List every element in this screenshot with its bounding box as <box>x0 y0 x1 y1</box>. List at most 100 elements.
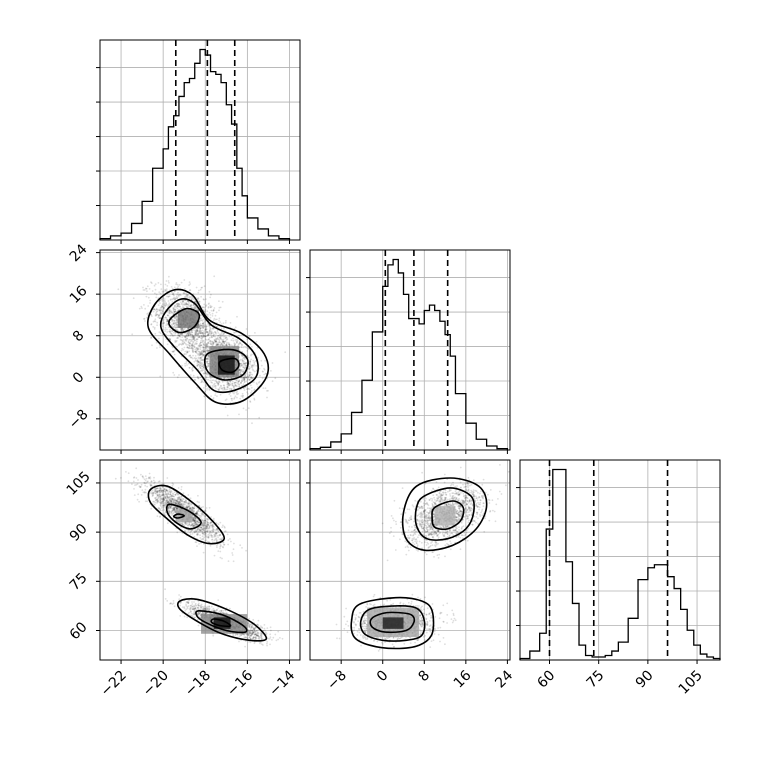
sample-point <box>157 500 160 502</box>
sample-point <box>194 517 197 520</box>
sample-point <box>162 290 165 293</box>
sample-point <box>213 534 216 537</box>
sample-point <box>200 337 203 340</box>
sample-point <box>198 336 201 338</box>
sample-point <box>156 321 159 324</box>
sample-point <box>176 302 179 305</box>
sample-point <box>171 484 174 487</box>
sample-point <box>170 310 172 313</box>
sample-point <box>248 379 251 381</box>
sample-point <box>243 389 246 391</box>
sample-point <box>259 374 261 377</box>
sample-point <box>188 344 191 347</box>
sample-point <box>210 536 213 538</box>
sample-point <box>186 328 189 331</box>
sample-point <box>200 356 203 359</box>
sample-point <box>200 526 203 529</box>
sample-point <box>176 305 179 307</box>
sample-point <box>211 525 214 528</box>
sample-point <box>211 384 214 387</box>
sample-point <box>184 303 187 306</box>
sample-point <box>245 364 247 367</box>
sample-point <box>174 502 177 505</box>
sample-point <box>157 315 160 317</box>
sample-point <box>184 522 187 524</box>
sample-point <box>241 384 244 387</box>
sample-point <box>199 529 202 532</box>
sample-point <box>179 333 182 336</box>
sample-point <box>196 349 198 352</box>
sample-point <box>197 332 200 335</box>
sample-point <box>160 503 163 505</box>
sample-point <box>163 307 165 309</box>
sample-point <box>164 304 167 307</box>
sample-point <box>208 328 211 331</box>
sample-point <box>198 329 201 332</box>
sample-point <box>176 500 179 503</box>
sample-point <box>197 612 200 615</box>
sample-point <box>234 344 236 347</box>
sample-point <box>218 309 220 312</box>
sample-point <box>186 334 188 336</box>
sample-point <box>203 350 206 353</box>
sample-point <box>175 297 178 300</box>
sample-point <box>190 303 192 306</box>
sample-point <box>176 307 179 310</box>
sample-point <box>178 335 181 338</box>
sample-point <box>177 498 179 500</box>
sample-point <box>206 331 209 334</box>
sample-point <box>176 297 179 299</box>
sample-point <box>154 490 157 493</box>
sample-point <box>241 380 243 383</box>
sample-point <box>241 358 243 361</box>
sample-point <box>164 491 167 494</box>
sample-point <box>171 482 174 485</box>
sample-point <box>156 487 159 490</box>
sample-point <box>201 339 204 342</box>
sample-point <box>247 348 250 350</box>
sample-point <box>249 360 252 362</box>
sample-point <box>201 286 204 289</box>
sample-point <box>183 501 186 503</box>
sample-point <box>211 525 213 527</box>
sample-point <box>172 326 175 328</box>
sample-point <box>179 500 182 503</box>
sample-point <box>239 544 242 547</box>
sample-point <box>179 504 181 506</box>
sample-point <box>207 356 210 358</box>
sample-point <box>185 362 188 364</box>
sample-point <box>245 361 248 364</box>
sample-point <box>188 284 191 286</box>
sample-point <box>199 353 201 356</box>
sample-point <box>238 413 240 416</box>
sample-point <box>244 362 246 365</box>
sample-point <box>198 528 201 531</box>
sample-point <box>164 304 166 307</box>
sample-point <box>227 380 230 383</box>
sample-point <box>222 335 225 338</box>
sample-point <box>203 528 206 530</box>
sample-point <box>213 529 216 531</box>
sample-point <box>187 505 189 508</box>
sample-point <box>244 367 247 370</box>
sample-point <box>176 503 179 506</box>
sample-point <box>205 526 208 529</box>
sample-point <box>204 335 207 338</box>
sample-point <box>180 488 183 491</box>
sample-point <box>227 560 230 562</box>
sample-point <box>195 523 197 526</box>
sample-point <box>232 337 234 340</box>
sample-point <box>193 519 196 521</box>
sample-point <box>198 300 201 303</box>
sample-point <box>207 536 210 539</box>
sample-point <box>239 372 241 374</box>
sample-point <box>241 359 244 362</box>
sample-point <box>187 494 190 496</box>
sample-point <box>175 315 178 317</box>
sample-point <box>190 507 193 510</box>
sample-point <box>192 607 195 610</box>
sample-point <box>153 308 156 311</box>
sample-point <box>211 524 214 526</box>
sample-point <box>241 377 244 380</box>
sample-point <box>137 479 139 481</box>
